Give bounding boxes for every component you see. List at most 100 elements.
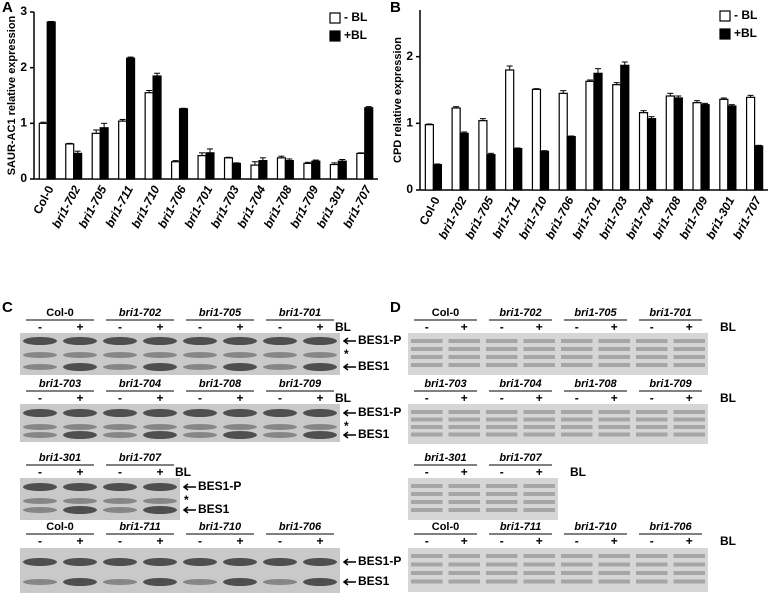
error-bar [233, 162, 240, 164]
stained-band [636, 347, 668, 351]
stained-band [561, 347, 593, 351]
stained-band [411, 571, 443, 575]
bar [337, 160, 347, 180]
stained-band [448, 339, 480, 343]
error-bar [127, 56, 134, 59]
error-bar [146, 89, 153, 93]
bar [451, 107, 461, 191]
stained-band [523, 339, 555, 343]
band-arrow [342, 578, 356, 586]
protein-band [23, 498, 57, 504]
protein-band [103, 498, 137, 504]
band-arrow [342, 363, 356, 371]
lane-sign: + [686, 320, 693, 334]
error-bar [595, 68, 602, 74]
bar [665, 95, 675, 191]
bar [505, 69, 515, 191]
lane-sign: + [611, 391, 618, 405]
lane-sign: - [278, 534, 282, 548]
protein-band [63, 431, 97, 439]
bar [73, 152, 83, 180]
stained-band [598, 432, 630, 437]
error-bar [74, 150, 81, 154]
lane-sign: + [236, 391, 243, 405]
stained-band [486, 363, 518, 367]
lane-sign: - [38, 320, 42, 334]
lane-group-label: bri1-707 [119, 452, 162, 464]
stained-band [523, 562, 555, 567]
bar [144, 92, 154, 180]
stained-band [411, 355, 443, 359]
protein-band [63, 506, 97, 514]
x-tick-label: Col-0 [30, 183, 57, 216]
stained-band [448, 410, 480, 414]
bar [745, 96, 756, 191]
protein-band [303, 352, 337, 358]
stained-band [673, 425, 705, 429]
band-label: * [344, 419, 349, 433]
lane-group-label: bri1-704 [499, 378, 541, 390]
bar [692, 102, 702, 191]
protein-band [143, 578, 177, 586]
legend-label: +BL [344, 28, 367, 42]
protein-band [223, 431, 257, 439]
error-bar [225, 156, 232, 158]
protein-band [223, 363, 257, 371]
protein-band [223, 558, 257, 566]
stained-band [411, 417, 443, 422]
protein-band [143, 558, 177, 566]
treatment-label: BL [720, 391, 736, 405]
lane-sign: - [198, 320, 202, 334]
lane-group-label: bri1-708 [199, 378, 242, 390]
lane-sign: + [76, 391, 83, 405]
stained-band [673, 417, 705, 422]
stained-band [486, 571, 518, 575]
error-bar [479, 118, 486, 121]
panel-label: D [390, 299, 401, 316]
stained-band [486, 492, 518, 496]
lane-group-label: bri1-301 [424, 452, 466, 464]
error-bar [93, 129, 100, 134]
stained-band [448, 347, 480, 351]
stained-band [486, 508, 518, 512]
stained-band [523, 571, 555, 575]
stained-band [448, 432, 480, 437]
legend-label: - BL [734, 8, 757, 22]
protein-band [103, 558, 137, 566]
stained-band [636, 355, 668, 359]
protein-band [23, 432, 57, 438]
bar [276, 157, 286, 180]
error-bar [286, 158, 293, 161]
band-label: BES1-P [198, 479, 241, 493]
error-bar [675, 95, 682, 98]
bar [486, 154, 496, 191]
stained-band [561, 417, 593, 422]
lane-sign: - [500, 320, 504, 334]
lane-sign: - [425, 391, 429, 405]
lane-sign: - [575, 320, 579, 334]
lane-sign: - [38, 391, 42, 405]
stained-band [411, 562, 443, 567]
stained-band [448, 562, 480, 567]
legend-label: +BL [734, 26, 757, 40]
bar [250, 164, 260, 180]
lane-group-label: bri1-706 [649, 521, 692, 533]
bar [646, 118, 657, 191]
lane-sign: + [76, 320, 83, 334]
error-bar [331, 162, 338, 165]
lane-sign: - [118, 320, 122, 334]
lane-group-label: bri1-708 [574, 378, 617, 390]
lane-sign: - [198, 391, 202, 405]
protein-band [263, 579, 297, 585]
stained-band [523, 508, 555, 512]
bar [65, 143, 75, 180]
stained-band [411, 339, 443, 343]
y-axis-label: SAUR-AC1 relative expression [6, 15, 18, 175]
error-bar [199, 152, 206, 156]
lane-sign: + [156, 320, 163, 334]
lane-group-label: bri1-705 [199, 307, 242, 319]
bar [754, 145, 764, 191]
lane-group-label: Col-0 [46, 307, 74, 319]
protein-band [23, 579, 57, 585]
bar [126, 57, 136, 180]
